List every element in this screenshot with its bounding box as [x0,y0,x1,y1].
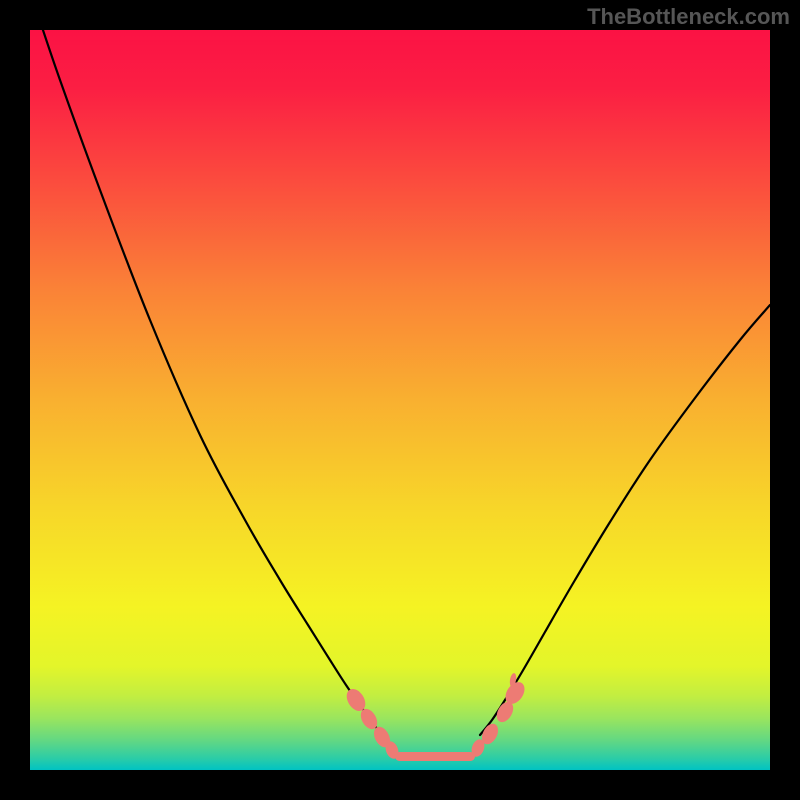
watermark-text: TheBottleneck.com [587,4,790,30]
bottleneck-curves [33,0,770,735]
left-curve [33,0,382,735]
valley-bar [395,752,475,761]
right-curve [480,305,770,735]
valley-markers [343,673,529,761]
chart-overlay [0,0,800,800]
